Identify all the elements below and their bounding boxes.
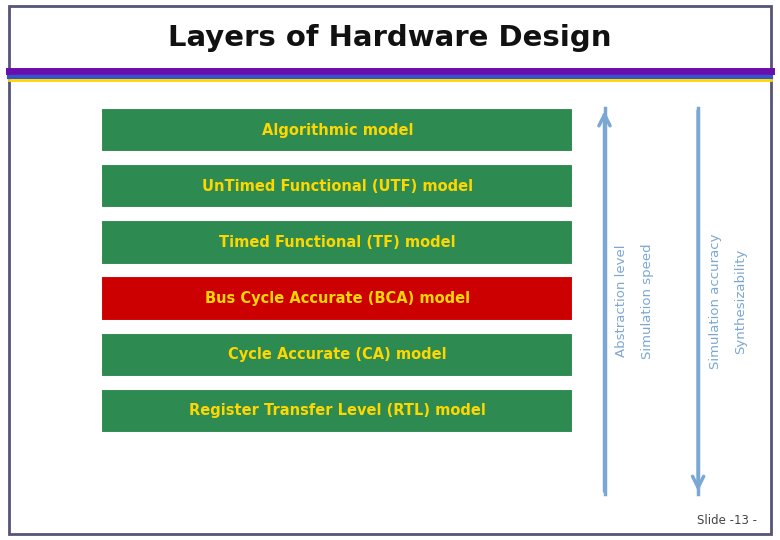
Text: Timed Functional (TF) model: Timed Functional (TF) model bbox=[219, 235, 456, 250]
FancyBboxPatch shape bbox=[101, 389, 573, 433]
FancyBboxPatch shape bbox=[101, 220, 573, 265]
FancyBboxPatch shape bbox=[101, 333, 573, 377]
Text: Layers of Hardware Design: Layers of Hardware Design bbox=[168, 24, 612, 52]
Text: Bus Cycle Accurate (BCA) model: Bus Cycle Accurate (BCA) model bbox=[205, 291, 470, 306]
Text: Abstraction level: Abstraction level bbox=[615, 245, 628, 357]
FancyBboxPatch shape bbox=[101, 276, 573, 321]
FancyBboxPatch shape bbox=[101, 108, 573, 152]
Text: Simulation speed: Simulation speed bbox=[641, 243, 654, 359]
Text: Cycle Accurate (CA) model: Cycle Accurate (CA) model bbox=[228, 347, 447, 362]
Text: Synthesizability: Synthesizability bbox=[735, 248, 747, 354]
Text: Register Transfer Level (RTL) model: Register Transfer Level (RTL) model bbox=[189, 403, 486, 418]
Text: UnTimed Functional (UTF) model: UnTimed Functional (UTF) model bbox=[202, 179, 473, 194]
Text: Algorithmic model: Algorithmic model bbox=[261, 123, 413, 138]
FancyBboxPatch shape bbox=[101, 164, 573, 208]
Text: Simulation accuracy: Simulation accuracy bbox=[709, 233, 722, 369]
Text: Slide -13 -: Slide -13 - bbox=[697, 514, 757, 526]
